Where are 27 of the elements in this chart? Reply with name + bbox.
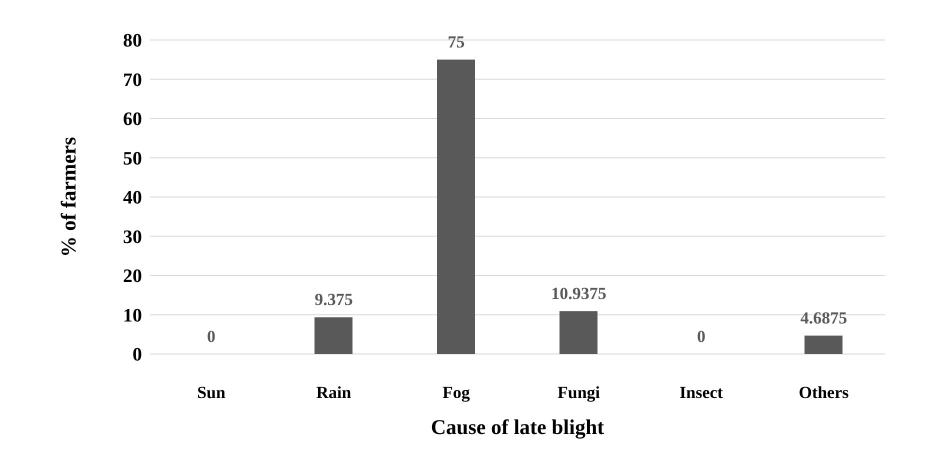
y-tick-label: 20 [123, 266, 142, 288]
x-tick-label: Insect [680, 383, 724, 402]
y-tick-label: 10 [123, 305, 142, 326]
x-axis-title: Cause of late blight [430, 415, 604, 439]
y-tick-label: 50 [123, 148, 142, 170]
y-tick-label: 60 [123, 109, 142, 130]
x-tick-label: Others [798, 383, 850, 402]
y-tick-label: 30 [123, 226, 142, 248]
data-label: 4.6875 [800, 308, 848, 328]
y-tick-label: 0 [132, 344, 142, 366]
x-tick-label: Fog [442, 383, 470, 402]
data-label: 75 [448, 32, 465, 52]
data-label: 0 [207, 327, 216, 346]
x-tick-label: Rain [316, 383, 352, 402]
bar [437, 60, 475, 354]
bar [560, 311, 598, 354]
bar [314, 317, 352, 354]
y-tick-label: 80 [123, 30, 142, 52]
y-axis-title: % of farmers [56, 136, 80, 258]
bar [804, 336, 842, 354]
x-tick-label: Fungi [557, 383, 600, 402]
y-tick-label: 40 [123, 188, 142, 209]
x-tick-label: Sun [197, 383, 226, 402]
data-label: 9.375 [314, 290, 353, 310]
y-tick-label: 70 [123, 70, 142, 91]
data-label: 0 [697, 327, 706, 346]
data-label: 10.9375 [551, 284, 606, 304]
